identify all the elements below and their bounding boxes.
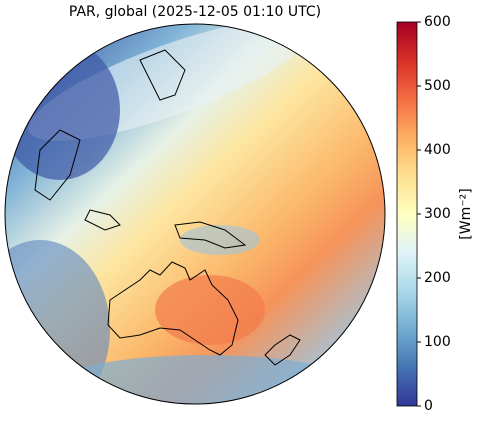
colorbar-tick-label: 100 [424,334,451,350]
colorbar [396,21,418,407]
map-title: PAR, global (2025-12-05 01:10 UTC) [69,4,321,20]
colorbar-tick-label: 600 [424,14,451,30]
colorbar-tick-label: 400 [424,142,451,158]
globe-imagery [5,24,385,404]
colorbar-tick-label: 500 [424,78,451,94]
globe-outline [4,23,386,405]
colorbar-label: [Wm⁻²] [458,188,474,239]
colorbar-tick-label: 300 [424,206,451,222]
colorbar-tick-label: 200 [424,270,451,286]
coastlines [34,49,301,366]
colorbar-tick-label: 0 [424,398,433,414]
